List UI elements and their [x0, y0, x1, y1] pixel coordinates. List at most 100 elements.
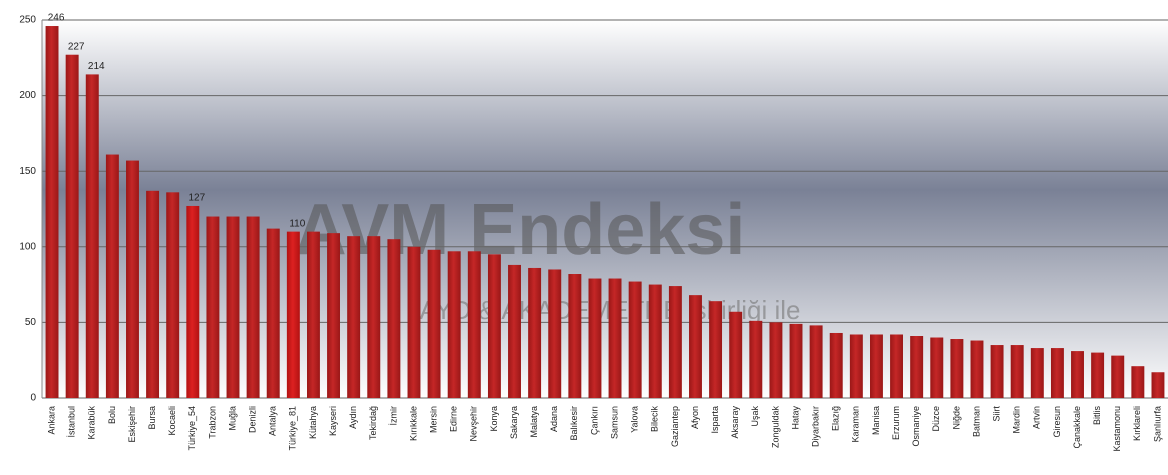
x-tick-label: Kocaeli [167, 406, 177, 436]
bar-shine [1071, 351, 1084, 398]
bar-shine [126, 160, 139, 398]
bar-shine [85, 74, 99, 398]
bar-shine [1050, 348, 1064, 398]
data-label: 214 [88, 61, 105, 72]
x-tick-label: Konya [489, 406, 499, 432]
y-tick-label: 0 [30, 393, 36, 404]
x-tick-label: Eskişehir [127, 406, 137, 443]
x-tick-label: Aksaray [730, 406, 740, 439]
bar-shine [146, 190, 160, 398]
bar-shine [508, 264, 521, 398]
x-tick-label: Kırklareli [1132, 406, 1142, 441]
x-tick-label: Yalova [630, 406, 640, 433]
y-tick-label: 50 [25, 317, 37, 328]
x-tick-label: Osmaniye [911, 406, 921, 447]
x-tick-label: Mersin [428, 406, 438, 433]
bar-shine [568, 274, 582, 398]
x-tick-label: İzmir [388, 406, 398, 426]
bar-shine [226, 216, 240, 398]
x-tick-label: Muğla [227, 406, 237, 431]
x-tick-label: Düzce [931, 406, 941, 432]
x-tick-label: Siirt [991, 406, 1001, 422]
x-tick-label: Hatay [790, 406, 800, 430]
data-label: 227 [68, 41, 85, 52]
bar-shine [890, 334, 903, 398]
x-tick-label: İstanbul [67, 406, 77, 438]
bar-shine [307, 231, 320, 398]
watermark: AVM Endeksi [295, 190, 746, 270]
bar-shine [829, 332, 843, 398]
x-tick-label: Aydın [348, 406, 358, 429]
bar-shine [749, 320, 763, 398]
x-tick-label: Denizli [248, 406, 258, 433]
x-tick-label: Kütahya [308, 406, 318, 439]
x-tick-label: Artvin [1032, 406, 1042, 429]
x-tick-label: Mardin [1012, 406, 1022, 434]
bar-shine [447, 251, 461, 398]
x-tick-label: Bitlis [1092, 406, 1102, 426]
x-tick-label: Çanakkale [1072, 406, 1082, 449]
bar-shine [528, 267, 542, 398]
bar-shine [809, 325, 823, 398]
bar-shine [487, 254, 501, 398]
x-tick-label: Samsun [609, 406, 619, 439]
bar-shine [427, 249, 441, 398]
bar-shine [930, 337, 944, 398]
bar-shine [266, 228, 280, 398]
bar-shine [789, 323, 803, 398]
data-label: 127 [188, 193, 205, 204]
bar-shine [628, 281, 642, 398]
x-tick-label: Çankırı [589, 406, 599, 435]
bar-shine [45, 26, 59, 398]
x-tick-label: Giresun [1052, 406, 1062, 438]
x-tick-label: Adana [549, 406, 559, 432]
x-tick-label: Bilecik [650, 406, 660, 433]
bar-shine [1111, 355, 1125, 398]
x-tick-label: Kastamonu [1112, 406, 1122, 452]
x-tick-label: Balıkesir [569, 406, 579, 441]
bar-shine [970, 340, 984, 398]
bar-shine [870, 334, 883, 398]
x-tick-label: Antalya [268, 406, 278, 436]
x-tick-label: Diyarbakır [811, 406, 821, 447]
x-tick-label: Kırıkkale [408, 406, 418, 441]
x-tick-label: Ankara [46, 406, 56, 435]
bar-shine [1131, 366, 1145, 398]
x-tick-label: Manisa [871, 406, 881, 435]
bar-shine [327, 233, 340, 398]
bar-shine [548, 269, 562, 398]
bar-shine [1030, 348, 1044, 398]
data-label: 246 [48, 13, 65, 24]
bar-shine [709, 301, 723, 398]
x-tick-label: Kayseri [328, 406, 338, 436]
bar-shine [347, 236, 361, 398]
x-tick-label: Batman [971, 406, 981, 437]
x-tick-label: Tekirdağ [368, 406, 378, 440]
x-tick-label: Zonguldak [770, 406, 780, 449]
bar-shine [246, 216, 260, 398]
x-tick-label: Karabük [87, 406, 97, 440]
bar-shine [286, 231, 300, 398]
bar-shine [206, 216, 220, 398]
x-tick-label: Trabzon [207, 406, 217, 439]
x-tick-label: Elazığ [831, 406, 841, 431]
bar-shine [65, 54, 79, 398]
bar-shine [849, 334, 863, 398]
bar-shine [769, 322, 783, 398]
y-tick-label: 100 [19, 241, 36, 252]
bar-shine [1010, 345, 1024, 398]
bar-shine [990, 345, 1004, 398]
y-tick-label: 250 [19, 15, 36, 26]
bar-shine [367, 236, 381, 398]
bar-shine [910, 336, 924, 398]
x-tick-label: Edirne [449, 406, 459, 432]
bar-shine [1151, 372, 1165, 398]
x-tick-label: Sakarya [509, 406, 519, 439]
bar-shine [689, 295, 702, 398]
x-tick-label: Gaziantep [670, 406, 680, 447]
bar-shine [387, 239, 401, 398]
x-tick-label: Şanlıurfa [1152, 406, 1162, 442]
x-tick-label: Afyon [690, 406, 700, 429]
data-label: 110 [289, 218, 305, 229]
